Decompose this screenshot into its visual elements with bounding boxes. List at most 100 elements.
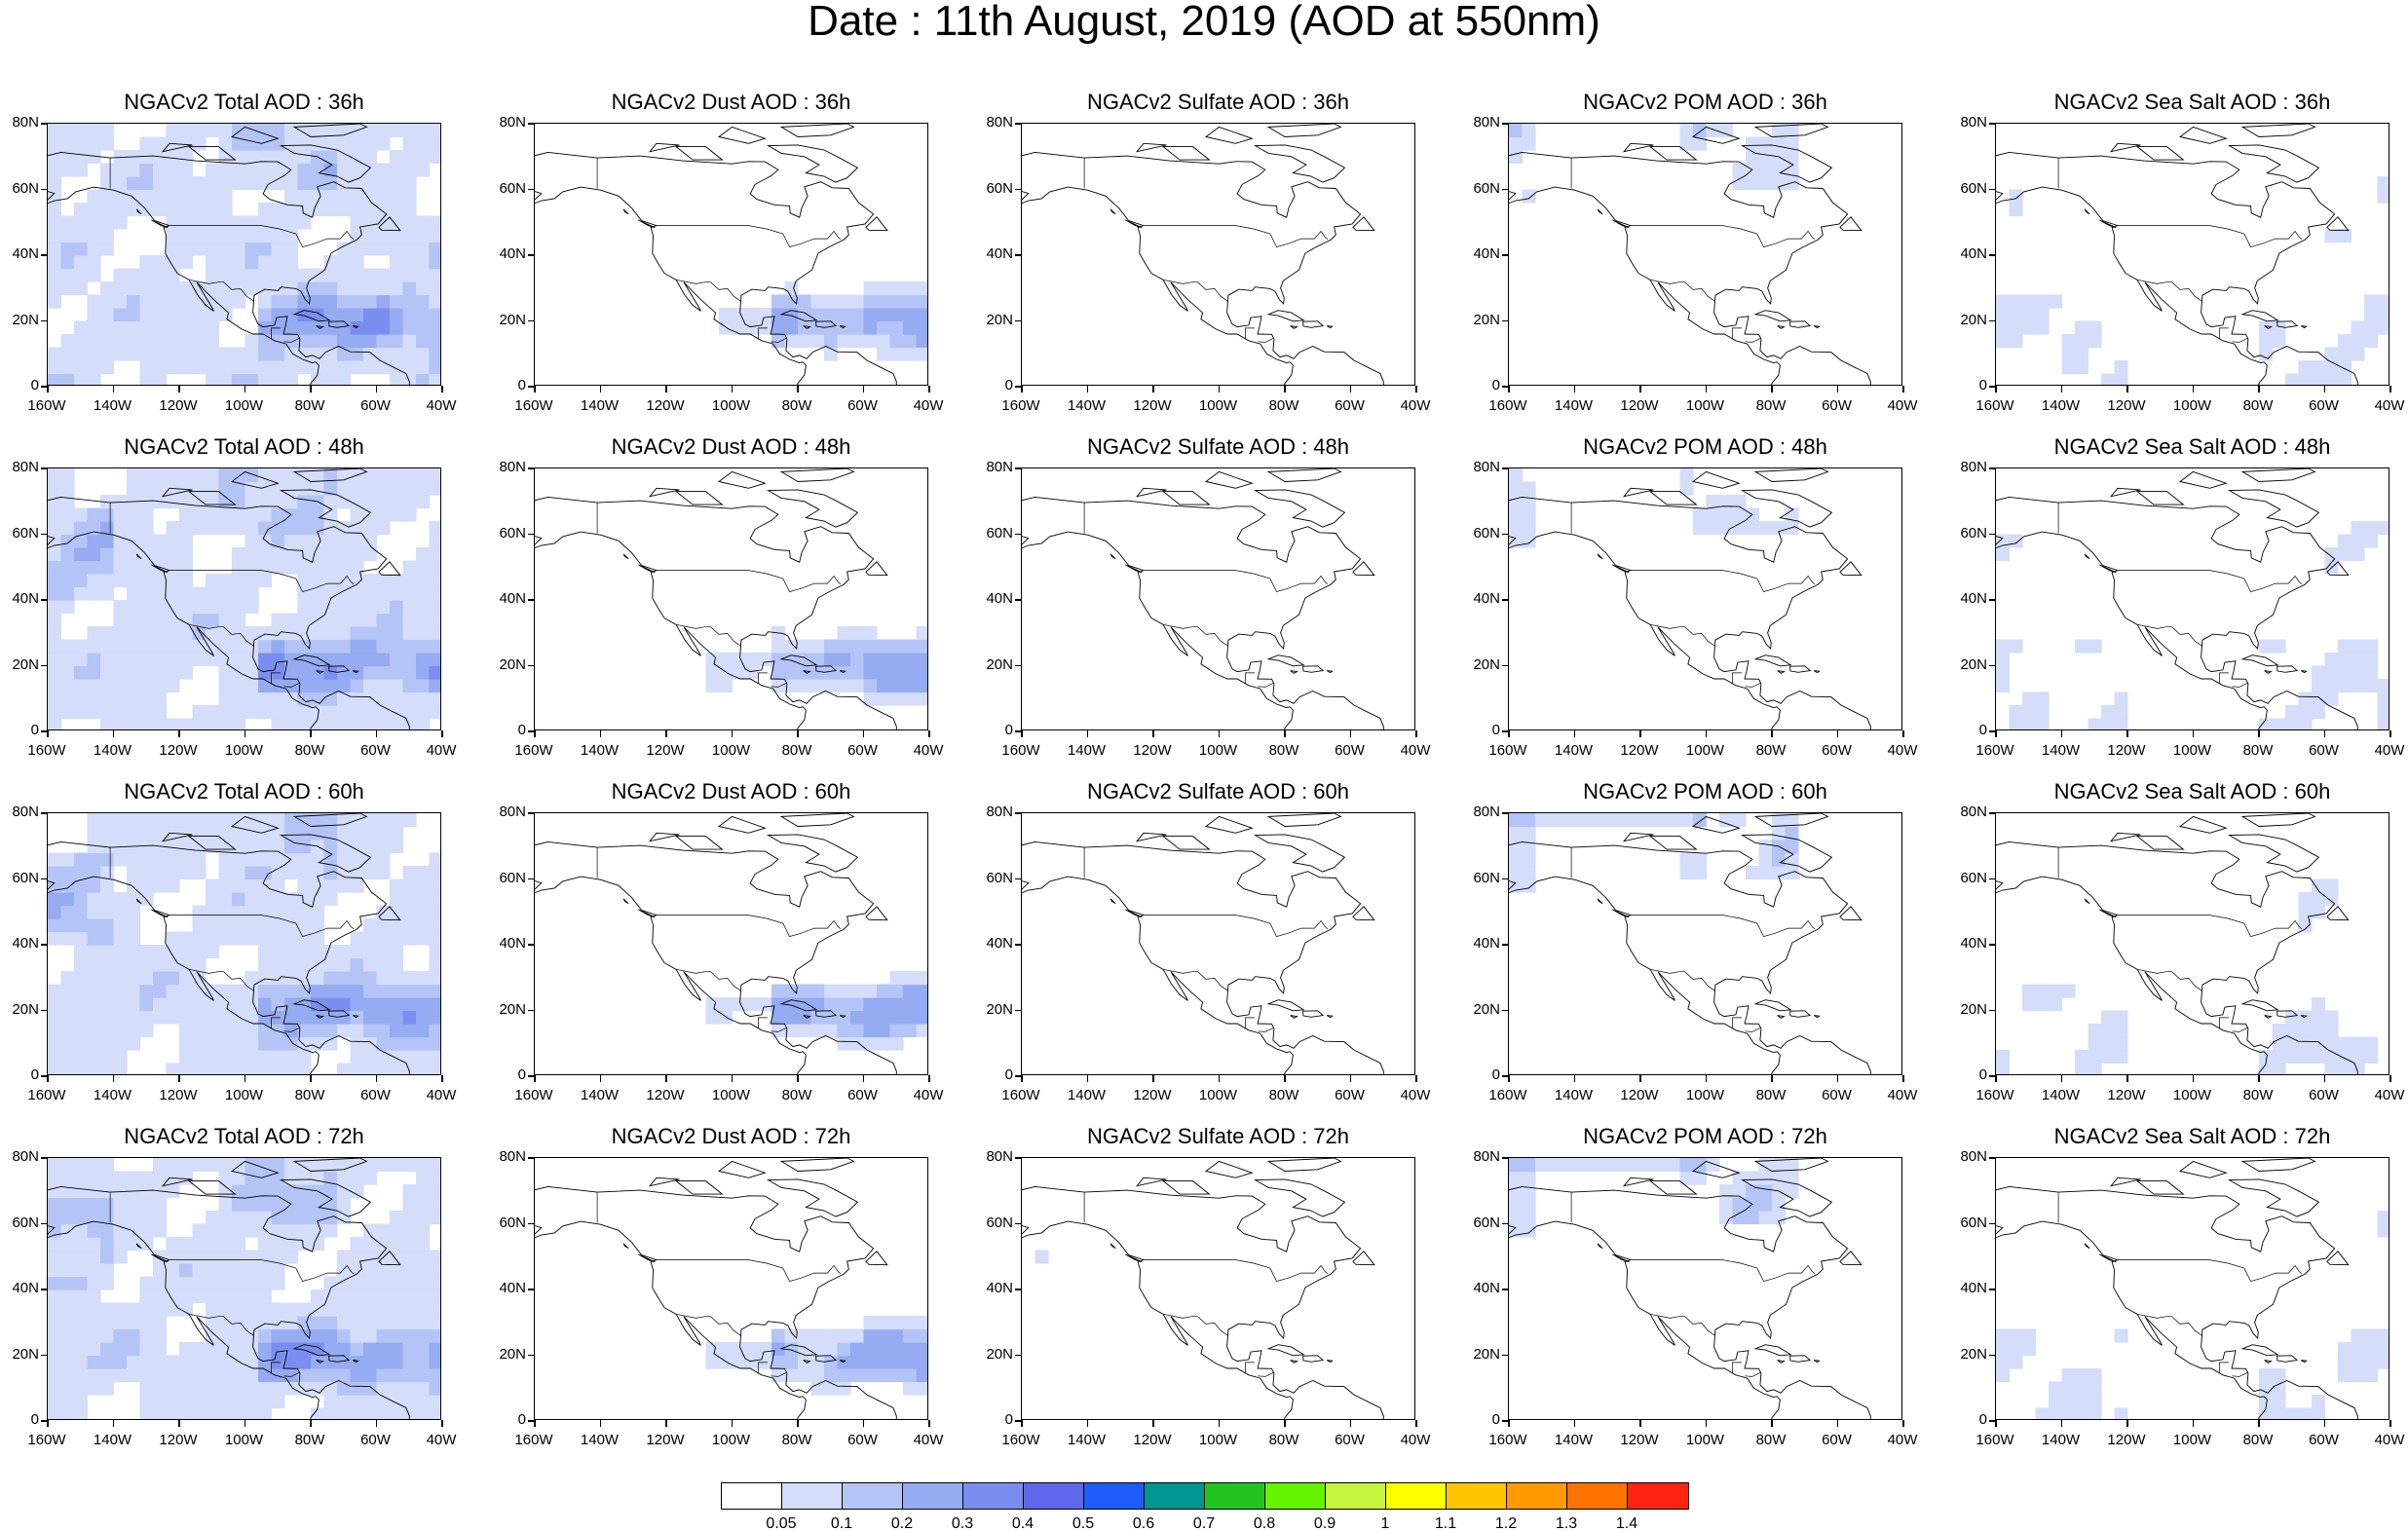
aod-cell bbox=[1523, 124, 1536, 137]
aod-cell bbox=[390, 1064, 403, 1076]
aod-cell bbox=[719, 653, 733, 666]
aod-cell bbox=[245, 892, 259, 906]
aod-cell bbox=[140, 508, 154, 522]
aod-cell bbox=[167, 1368, 180, 1382]
aod-cell bbox=[2338, 1064, 2352, 1076]
lon-tick bbox=[1415, 1420, 1417, 1427]
lon-tick-label: 60W bbox=[1813, 398, 1862, 413]
aod-cell bbox=[1575, 813, 1589, 827]
aod-cell bbox=[206, 600, 219, 614]
aod-cell bbox=[2010, 719, 2023, 731]
aod-cell bbox=[48, 1263, 61, 1277]
aod-cell bbox=[2338, 334, 2352, 348]
aod-cell bbox=[838, 1329, 851, 1343]
aod-cell bbox=[311, 1024, 324, 1037]
aod-cell bbox=[258, 255, 272, 269]
aod-cell bbox=[2115, 360, 2128, 374]
aod-cell bbox=[298, 1211, 312, 1224]
aod-cell bbox=[377, 1316, 391, 1329]
aod-cell bbox=[127, 468, 140, 482]
aod-cell bbox=[114, 1237, 128, 1251]
aod-cell bbox=[2273, 334, 2286, 348]
aod-cell bbox=[403, 1198, 417, 1212]
aod-cell bbox=[917, 308, 929, 321]
lon-tick-label: 40W bbox=[1878, 1088, 1927, 1102]
island-outline bbox=[623, 554, 628, 559]
aod-cell bbox=[798, 985, 811, 998]
aod-cell bbox=[917, 1356, 929, 1369]
aod-cell bbox=[351, 150, 364, 164]
aod-cell bbox=[430, 1316, 442, 1329]
aod-cell bbox=[2378, 1211, 2390, 1224]
aod-cell bbox=[1509, 840, 1523, 853]
aod-cell bbox=[140, 679, 154, 692]
island-outline bbox=[1598, 554, 1602, 559]
aod-cell bbox=[416, 1303, 430, 1317]
lon-tick bbox=[665, 1420, 667, 1427]
lon-tick-label: 140W bbox=[576, 743, 624, 758]
aod-cell bbox=[206, 892, 219, 906]
aod-cell bbox=[232, 1277, 245, 1290]
aod-cell bbox=[2273, 1408, 2286, 1421]
aod-cell bbox=[2101, 1011, 2115, 1025]
aod-cell bbox=[100, 243, 114, 256]
aod-cell bbox=[1707, 1158, 1720, 1172]
aod-cell bbox=[1523, 840, 1536, 853]
aod-cell bbox=[193, 321, 207, 335]
aod-cell bbox=[232, 216, 245, 230]
aod-cell bbox=[127, 164, 140, 177]
lon-tick-label: 60W bbox=[839, 1088, 887, 1102]
lat-tick bbox=[1015, 1010, 1021, 1012]
aod-cell bbox=[2273, 1037, 2286, 1051]
aod-cell bbox=[193, 176, 207, 190]
aod-cell bbox=[403, 482, 417, 496]
aod-cell bbox=[258, 374, 272, 387]
aod-cell bbox=[114, 1064, 128, 1076]
aod-cell bbox=[311, 827, 324, 841]
island-outline bbox=[1598, 209, 1602, 214]
aod-cell bbox=[245, 547, 259, 561]
lat-tick bbox=[1015, 665, 1021, 667]
aod-cell bbox=[337, 827, 351, 841]
aod-cell bbox=[127, 653, 140, 666]
aod-cell bbox=[1759, 853, 1773, 867]
aod-cell bbox=[74, 243, 88, 256]
aod-cell bbox=[377, 468, 391, 482]
aod-cell bbox=[1746, 866, 1759, 879]
aod-cell bbox=[48, 243, 61, 256]
aod-cell bbox=[100, 985, 114, 998]
aod-cell bbox=[377, 653, 391, 666]
aod-cell bbox=[167, 958, 180, 972]
panel-title: NGACv2 POM AOD : 60h bbox=[1482, 781, 1930, 803]
aod-cell bbox=[206, 269, 219, 282]
lat-tick-label: 40N bbox=[0, 936, 39, 951]
country-border bbox=[1258, 1372, 1274, 1376]
aod-cell bbox=[272, 1211, 285, 1224]
aod-cell bbox=[363, 1172, 377, 1185]
aod-cell bbox=[298, 1198, 312, 1212]
country-border bbox=[1246, 1018, 1255, 1028]
lat-tick bbox=[1502, 467, 1508, 469]
aod-cell bbox=[337, 600, 351, 614]
lon-tick bbox=[1706, 386, 1708, 392]
aod-cell bbox=[864, 626, 878, 640]
aod-cell bbox=[430, 574, 442, 587]
lon-tick-label: 80W bbox=[1260, 1088, 1308, 1102]
aod-cell bbox=[1707, 495, 1720, 508]
aod-cell bbox=[100, 853, 114, 867]
aod-cell bbox=[179, 1289, 193, 1303]
aod-cell bbox=[272, 229, 285, 243]
aod-cell bbox=[272, 1251, 285, 1264]
aod-cell bbox=[1523, 137, 1536, 151]
aod-cell bbox=[324, 705, 338, 719]
aod-cell bbox=[1509, 150, 1523, 164]
lon-tick bbox=[797, 1420, 799, 1427]
lon-tick-label: 40W bbox=[417, 1088, 466, 1102]
aod-cell bbox=[153, 255, 167, 269]
lon-tick bbox=[2258, 730, 2260, 737]
aod-cell bbox=[245, 705, 259, 719]
aod-cell bbox=[416, 561, 430, 575]
island-outline bbox=[1163, 147, 1209, 161]
aod-cell bbox=[2075, 1050, 2088, 1064]
aod-cell bbox=[403, 971, 417, 985]
